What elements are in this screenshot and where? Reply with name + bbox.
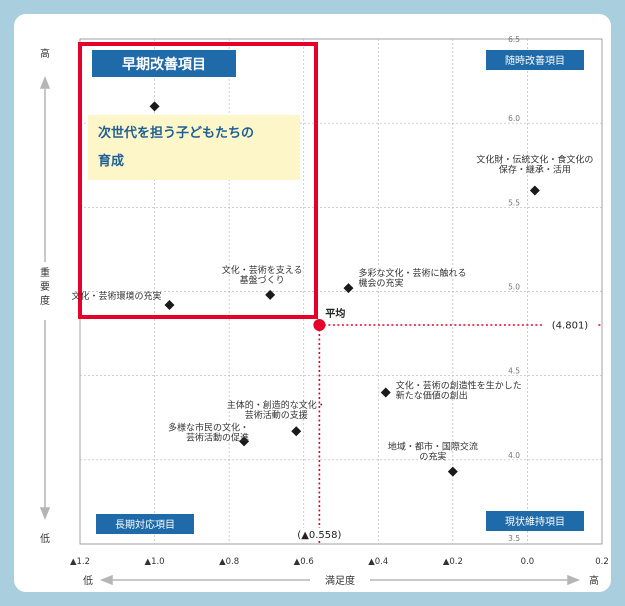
y-tick-label: 5.5	[508, 198, 520, 207]
data-point-label: 芸術活動の支援	[245, 409, 308, 421]
x-tick-label: ▲1.0	[145, 557, 165, 567]
y-low-label: 低	[40, 532, 50, 545]
highlight-callout: 次世代を担う子どもたちの 育成	[88, 115, 300, 180]
data-point-label: 多彩な文化・芸術に触れる	[358, 267, 466, 279]
x-tick-label: 0.0	[521, 557, 535, 567]
data-point-marker	[291, 426, 302, 437]
x-tick-label: ▲0.8	[219, 557, 239, 567]
y-tick-label: 6.5	[508, 35, 520, 44]
average-y-label-bg	[542, 316, 598, 331]
quadrant-label-anytime-improvement: 随時改善項目	[486, 50, 584, 70]
data-point-label: 機会の充実	[358, 277, 403, 289]
x-high-label: 高	[589, 574, 599, 587]
highlight-line-2: 育成	[98, 153, 124, 169]
average-label: 平均	[325, 307, 345, 320]
data-point-marker	[164, 299, 175, 310]
data-point-label: 保存・継承・活用	[499, 164, 571, 176]
quadrant-top-left-text: 早期改善項目	[122, 56, 206, 73]
data-point-marker	[447, 466, 458, 477]
average-x-label-bg	[293, 528, 346, 541]
data-point-label: 芸術活動の促進	[186, 431, 249, 443]
y-axis-title-char-3: 度	[40, 294, 50, 307]
average-x-label: (▲0.558)	[297, 530, 341, 541]
x-axis-title: 満足度	[325, 574, 355, 587]
y-axis-arrow	[39, 75, 51, 521]
y-tick-label: 3.5	[508, 534, 520, 543]
data-point-label: 文化・芸術を支える	[222, 264, 303, 276]
data-point-label: の充実	[419, 451, 446, 463]
quadrant-bottom-right-text: 現状維持項目	[505, 515, 565, 528]
x-tick-label: ▲0.6	[294, 557, 314, 567]
x-axis-arrow	[99, 574, 581, 586]
data-point-marker	[239, 436, 250, 447]
y-axis-title-char-1: 重	[40, 266, 50, 279]
average-y-label: (4.801)	[552, 320, 589, 331]
highlight-line-1: 次世代を担う子どもたちの	[98, 125, 254, 141]
x-low-label: 低	[83, 574, 93, 587]
data-point-marker	[380, 387, 391, 398]
data-point-label: 文化・芸術の創造性を生かした	[396, 380, 522, 392]
data-point-label: 基盤づくり	[240, 274, 285, 286]
early-improvement-frame	[78, 42, 318, 319]
y-tick-label: 6.0	[508, 114, 520, 123]
y-tick-label: 4.0	[508, 451, 520, 460]
y-tick-label: 5.0	[508, 283, 520, 292]
data-point-label: 文化・芸術環境の充実	[71, 290, 161, 302]
data-point-marker	[343, 283, 354, 294]
quadrant-bottom-left-text: 長期対応項目	[115, 518, 175, 531]
grid-layer: ▲1.2 ▲1.0 ▲0.8 ▲0.6 ▲0.4 ▲0.2 0.0 0.2 6.5 6.0 5.5 5…	[70, 35, 609, 567]
data-point-marker	[529, 185, 540, 196]
quadrant-label-long-term: 長期対応項目	[96, 514, 194, 534]
data-point-label: 地域・都市・国際交流	[388, 441, 478, 453]
y-high-label: 高	[40, 47, 50, 60]
chart-frame: ▲1.2 ▲1.0 ▲0.8 ▲0.6 ▲0.4 ▲0.2 0.0 0.2 6.5 6.0 5.5 5…	[14, 14, 611, 592]
data-point-label: 主体的・創造的な文化・	[227, 399, 326, 411]
y-axis-title-char-2: 要	[40, 281, 50, 293]
x-tick-label: ▲0.2	[443, 557, 463, 567]
quadrant-label-early-improvement: 早期改善項目	[92, 50, 236, 77]
quadrant-top-right-text: 随時改善項目	[505, 54, 565, 67]
quadrant-label-maintain: 現状維持項目	[486, 511, 584, 531]
data-point-marker	[149, 101, 160, 112]
data-point-marker	[265, 289, 276, 300]
y-tick-label: 4.5	[508, 367, 520, 376]
x-tick-label: ▲0.4	[368, 557, 388, 567]
data-point-label: 多様な市民の文化・	[168, 421, 249, 433]
average-point	[313, 318, 326, 331]
data-point-label: 新たな価値の創出	[396, 390, 468, 402]
scatter-chart: ▲1.2 ▲1.0 ▲0.8 ▲0.6 ▲0.4 ▲0.2 0.0 0.2 6.5 6.0 5.5 5…	[39, 35, 609, 587]
average-lines: 平均 (4.801) (▲0.558)	[293, 307, 602, 544]
x-tick-label: 0.2	[595, 557, 609, 567]
x-tick-label: ▲1.2	[70, 557, 90, 567]
data-point-label: 文化財・伝統文化・食文化の	[476, 154, 593, 166]
